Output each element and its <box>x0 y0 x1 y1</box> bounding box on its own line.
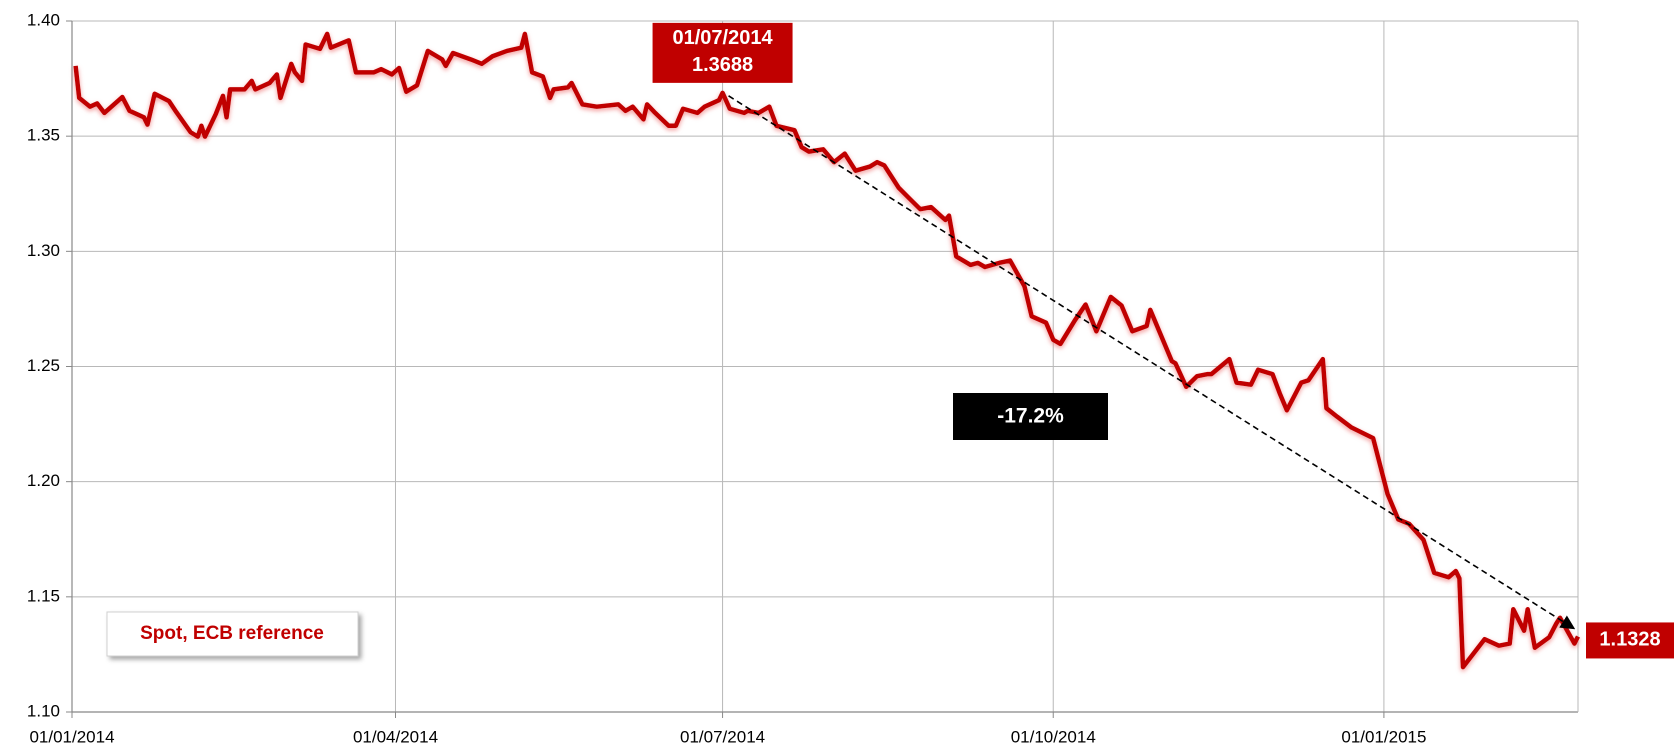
x-tick-label: 01/01/2015 <box>1341 727 1426 746</box>
x-tick-label: 01/01/2014 <box>29 727 114 746</box>
y-tick-label: 1.15 <box>27 586 60 605</box>
annotation-box <box>652 22 793 83</box>
y-tick-label: 1.30 <box>27 241 60 260</box>
trend-arrow <box>728 95 1576 630</box>
x-tick-label: 01/10/2014 <box>1011 727 1096 746</box>
series-line <box>73 31 1581 670</box>
legend-label: Spot, ECB reference <box>140 623 324 644</box>
x-tick-label: 01/04/2014 <box>353 727 438 746</box>
y-tick-label: 1.20 <box>27 471 60 490</box>
annotation-date: 01/07/2014 <box>673 27 774 49</box>
legend-box <box>106 611 359 657</box>
y-tick-label: 1.35 <box>27 126 60 145</box>
annotation-value: 1.1328 <box>1599 629 1660 651</box>
y-tick-label: 1.10 <box>27 701 60 720</box>
annotation-box <box>1586 622 1674 659</box>
annotation-value: 1.3688 <box>692 54 753 76</box>
x-tick-label: 01/07/2014 <box>680 727 765 746</box>
change-label: -17.2% <box>997 405 1064 428</box>
y-tick-label: 1.25 <box>27 356 60 375</box>
change-box <box>953 393 1108 440</box>
y-tick-label: 1.40 <box>27 10 60 29</box>
